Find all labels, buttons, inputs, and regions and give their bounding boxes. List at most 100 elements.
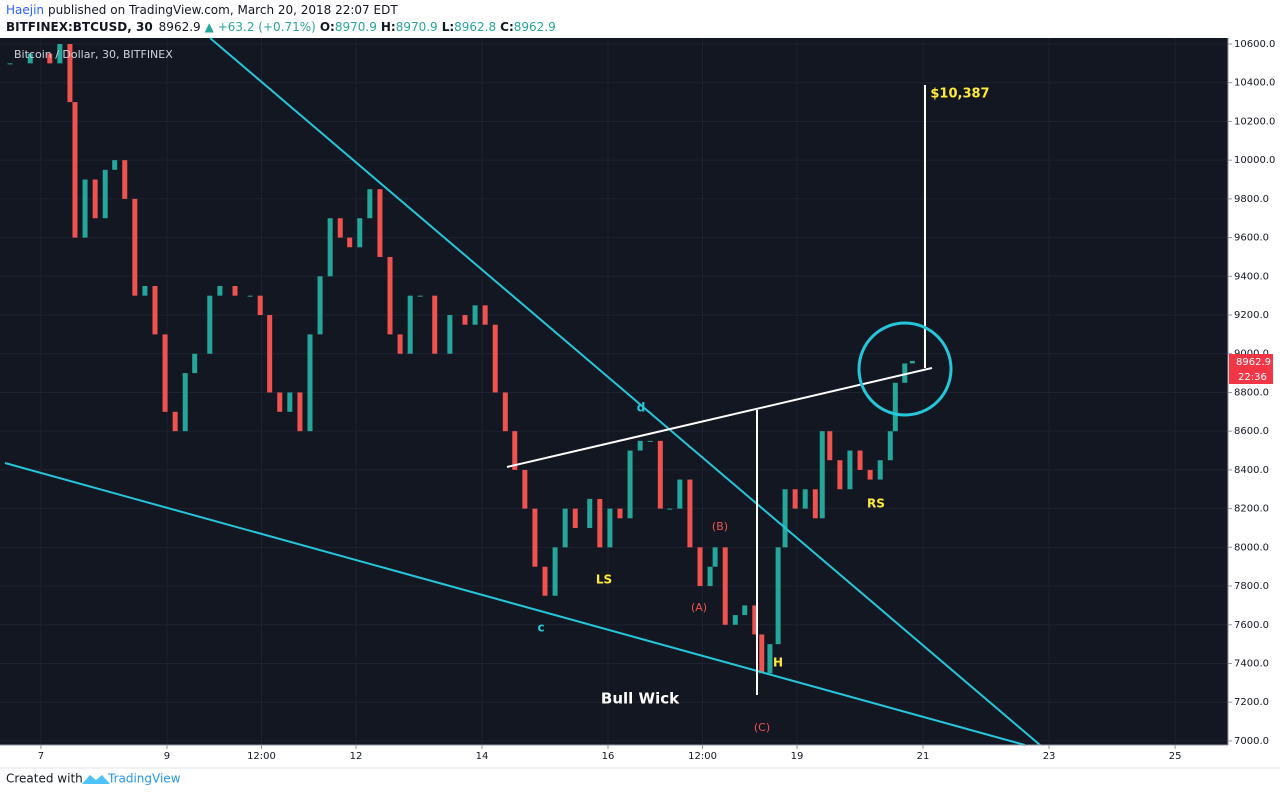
candle <box>857 450 863 470</box>
ohlc-label: O: <box>320 20 335 34</box>
annotation: RS <box>867 497 885 511</box>
candle <box>432 295 438 354</box>
candle <box>667 508 673 510</box>
candle <box>767 644 773 674</box>
y-tick-label: 7000.0 <box>1234 736 1269 747</box>
x-tick-label: 14 <box>476 751 489 762</box>
annotation: Bull Wick <box>601 690 680 708</box>
candle <box>27 53 33 64</box>
candle <box>232 285 238 296</box>
candle <box>407 295 413 354</box>
header-line-1: Haejin published on TradingView.com, Marc… <box>6 3 398 17</box>
candle <box>837 460 843 490</box>
candle <box>247 295 253 297</box>
x-tick-label: 23 <box>1043 751 1056 762</box>
y-tick-label: 8800.0 <box>1234 387 1269 398</box>
candle <box>827 431 833 461</box>
candle <box>72 102 78 238</box>
candle <box>775 547 781 645</box>
candle <box>867 469 873 480</box>
y-tick-label: 10000.0 <box>1234 155 1275 166</box>
bar-countdown: 22:36 <box>1238 372 1267 383</box>
plot-background <box>0 38 1228 745</box>
x-tick-label: 21 <box>917 751 930 762</box>
candle <box>122 160 128 199</box>
candle <box>712 547 718 567</box>
candle <box>102 169 108 219</box>
candle <box>677 479 683 509</box>
candle <box>162 334 168 412</box>
candle <box>387 256 393 335</box>
candle <box>287 392 293 412</box>
trendline <box>209 37 1041 746</box>
x-tick-label: 9 <box>164 751 170 762</box>
candle <box>92 179 98 219</box>
candle <box>377 189 383 257</box>
candle <box>462 315 468 325</box>
candle <box>572 508 578 528</box>
footer-brand[interactable]: TradingView <box>107 772 181 786</box>
trendline <box>4 462 1026 746</box>
candle <box>207 295 213 354</box>
candle <box>472 305 478 325</box>
candle <box>607 508 613 548</box>
candle <box>892 382 898 432</box>
y-tick-label: 9200.0 <box>1234 310 1269 321</box>
candle <box>512 431 518 470</box>
candle <box>297 392 303 432</box>
candle <box>7 63 13 65</box>
annotation: d <box>637 401 646 415</box>
candle <box>192 353 198 374</box>
y-tick-label: 7200.0 <box>1234 697 1269 708</box>
candle <box>647 440 653 442</box>
candle <box>172 411 178 432</box>
candle <box>847 450 853 490</box>
ohlc-value: 8970.9 <box>396 20 438 34</box>
ohlc-value: 8970.9 <box>335 20 377 34</box>
candle <box>657 440 663 509</box>
tradingview-logo <box>82 775 110 784</box>
candle <box>637 440 643 451</box>
candle <box>47 53 53 64</box>
author[interactable]: Haejin <box>6 3 44 17</box>
y-tick-label: 7600.0 <box>1234 620 1269 631</box>
y-tick-label: 8400.0 <box>1234 465 1269 476</box>
candle <box>697 547 703 587</box>
candle <box>819 431 825 519</box>
annotation: (A) <box>691 601 707 614</box>
candle <box>367 189 373 219</box>
candle <box>722 547 728 625</box>
candle <box>502 392 508 432</box>
y-tick-label: 8600.0 <box>1234 426 1269 437</box>
candle <box>522 469 528 509</box>
candle <box>587 498 593 528</box>
candle <box>812 489 818 519</box>
ohlc-label: L: <box>442 20 454 34</box>
y-tick-label: 10400.0 <box>1234 78 1275 89</box>
price-series <box>7 44 915 674</box>
candle <box>562 508 568 548</box>
drawings <box>4 37 1041 746</box>
candle <box>132 198 138 296</box>
x-tick-label: 7 <box>38 751 44 762</box>
candle <box>57 44 63 64</box>
y-tick-label: 8000.0 <box>1234 542 1269 553</box>
candle <box>317 276 323 335</box>
footer-text: Created with <box>6 772 83 786</box>
y-tick-label: 7800.0 <box>1234 581 1269 592</box>
candle <box>267 315 273 393</box>
annotation: (B) <box>712 520 728 533</box>
candle <box>742 605 748 616</box>
y-tick-label: 10200.0 <box>1234 116 1275 127</box>
candle <box>152 285 158 335</box>
series-legend: Bitcoin / Dollar, 30, BITFINEX <box>14 48 173 61</box>
candle <box>397 334 403 354</box>
y-tick-label: 7400.0 <box>1234 658 1269 669</box>
candle <box>802 489 808 509</box>
x-tick-label: 16 <box>602 751 615 762</box>
y-tick-label: 9400.0 <box>1234 271 1269 282</box>
candle <box>112 160 118 170</box>
candle <box>482 305 488 325</box>
x-tick-label: 12 <box>350 751 363 762</box>
candle <box>257 295 263 316</box>
